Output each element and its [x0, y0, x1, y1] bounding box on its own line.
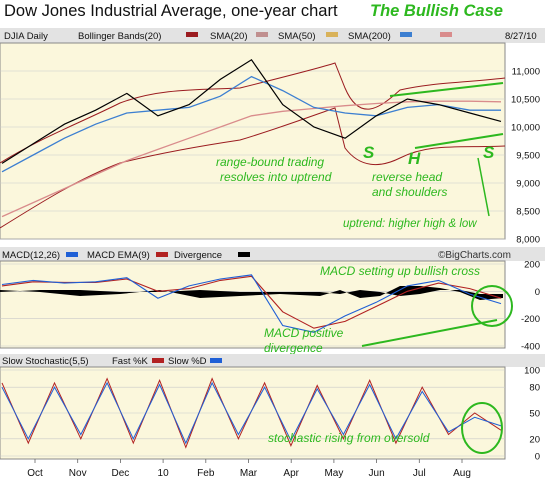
uptrend-pointer	[477, 157, 490, 217]
y-tick-label: 50	[529, 409, 540, 420]
x-tick-label: Oct	[27, 468, 43, 479]
y-tick-label: 10,000	[511, 123, 540, 134]
stoch-highlight-circle	[461, 402, 503, 454]
legend-djia: DJIA Daily	[4, 31, 48, 42]
bollinger-lower	[0, 107, 506, 229]
price-panel: DJIA Daily Bollinger Bands(20) SMA(20) S…	[0, 28, 545, 246]
macd-legend-bar	[0, 247, 545, 261]
legend-swatch-bollinger	[186, 32, 198, 37]
chart-title: Dow Jones Industrial Average, one-year c…	[4, 2, 338, 20]
legend-macd: MACD(12,26)	[2, 250, 60, 261]
legend-swatch-slow-d	[210, 358, 222, 363]
y-tick-label: 20	[529, 434, 540, 445]
x-tick-label: Aug	[453, 468, 471, 479]
legend-macd-ema: MACD EMA(9)	[87, 250, 150, 261]
macd-y-axis: -400 -200 0 200	[521, 260, 540, 353]
annot-reverse-hs-2: and shoulders	[372, 185, 447, 199]
legend-slow-d: Slow %D	[168, 356, 207, 367]
annot-uptrend: uptrend: higher high & low	[343, 218, 477, 230]
legend-swatch-sma20	[256, 32, 268, 37]
annot-range-bound-1: range-bound trading	[216, 155, 324, 169]
annot-macd-divergence-2: divergence	[264, 341, 323, 355]
legend-sma200: SMA(200)	[348, 31, 391, 42]
x-tick-label: Dec	[112, 468, 130, 479]
x-tick-label: Nov	[69, 468, 87, 479]
macd-line	[1, 274, 502, 333]
legend-sma20: SMA(20)	[210, 31, 247, 42]
legend-swatch-sma50	[326, 32, 338, 37]
legend-divergence: Divergence	[174, 250, 222, 261]
y-tick-label: 10,500	[511, 95, 540, 106]
chart-svg: DJIA Daily Bollinger Bands(20) SMA(20) S…	[0, 28, 545, 479]
stoch-y-axis: 0 20 50 80 100	[524, 366, 540, 463]
y-tick-label: 9,000	[516, 179, 540, 190]
upper-trendline	[389, 82, 504, 97]
y-tick-label: 9,500	[516, 151, 540, 162]
x-tick-label: Mar	[240, 468, 258, 479]
y-tick-label: 80	[529, 383, 540, 394]
djia-price-line	[1, 58, 502, 164]
y-tick-label: -400	[521, 342, 540, 353]
lower-trendline	[414, 133, 504, 149]
legend-fast-k: Fast %K	[112, 356, 149, 367]
y-tick-label: 11,000	[512, 67, 540, 78]
annot-right-shoulder: S	[483, 143, 495, 162]
watermark: ©BigCharts.com	[438, 250, 511, 261]
annot-head: H	[408, 149, 421, 168]
legend-sma50: SMA(50)	[278, 31, 315, 42]
sma50-line	[1, 75, 501, 173]
legend-swatch-divergence	[238, 252, 250, 257]
stoch-gridlines	[0, 369, 505, 457]
x-tick-label: 10	[158, 468, 170, 479]
legend-stoch: Slow Stochastic(5,5)	[2, 356, 89, 367]
price-legend-bar	[0, 28, 545, 43]
y-tick-label: 0	[535, 287, 540, 298]
x-tick-label: May	[324, 468, 343, 479]
chart-subtitle: The Bullish Case	[370, 2, 503, 20]
x-tick-label: Feb	[197, 468, 215, 479]
macd-panel: MACD(12,26) MACD EMA(9) Divergence ©BigC…	[0, 247, 545, 355]
legend-bollinger: Bollinger Bands(20)	[78, 31, 161, 42]
slow-d-line	[1, 381, 502, 445]
x-tick-label: Jun	[369, 468, 385, 479]
stochastic-panel: Slow Stochastic(5,5) Fast %K Slow %D 0 20…	[0, 354, 545, 479]
legend-swatch-macd	[66, 252, 78, 257]
price-gridlines	[0, 70, 505, 240]
legend-date: 8/27/10	[505, 31, 537, 42]
annot-macd-divergence-1: MACD positive	[264, 326, 344, 340]
x-tick-label: Jul	[413, 468, 426, 479]
y-tick-label: 8,500	[516, 207, 540, 218]
y-tick-label: 8,000	[516, 235, 540, 246]
annot-macd-cross: MACD setting up bullish cross	[320, 264, 480, 278]
macd-highlight-circle	[471, 285, 513, 327]
y-tick-label: -200	[521, 314, 540, 325]
bollinger-upper	[0, 62, 506, 164]
macd-divergence-line	[361, 319, 498, 347]
stoch-legend-bar	[0, 354, 545, 367]
y-tick-label: 100	[524, 366, 540, 377]
x-tick-label: Apr	[283, 468, 299, 479]
y-tick-label: 200	[524, 260, 540, 271]
annot-left-shoulder: S	[363, 143, 375, 162]
y-tick-label: 0	[535, 452, 540, 463]
annot-reverse-hs-1: reverse head	[372, 170, 442, 184]
price-y-axis: 8,000 8,500 9,000 9,500 10,000 10,500 11,000	[511, 67, 540, 246]
price-plot-area	[0, 42, 506, 240]
sma200-line	[1, 100, 502, 218]
annot-range-bound-2: resolves into uptrend	[220, 170, 332, 184]
annot-stoch: stochastic rising from oversold	[268, 431, 430, 445]
stoch-x-axis: Oct Nov Dec 10 Feb Mar Apr May Jun Jul Aug	[27, 459, 471, 479]
legend-swatch-sma200	[400, 32, 412, 37]
divergence-histogram	[0, 286, 503, 300]
legend-swatch-macd-ema	[156, 252, 168, 257]
legend-swatch-fast-k	[152, 358, 164, 363]
legend-swatch-sma200-alt	[440, 32, 452, 37]
